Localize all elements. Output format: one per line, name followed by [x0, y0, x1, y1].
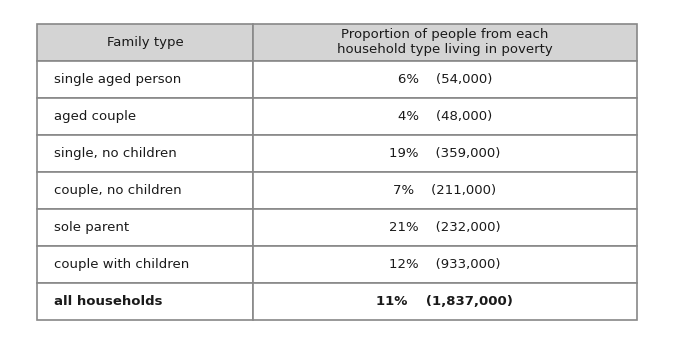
Bar: [37, 24, 253, 61]
Bar: [253, 246, 637, 283]
Bar: [37, 209, 253, 246]
Bar: [253, 98, 637, 135]
Bar: [37, 98, 253, 135]
Bar: [253, 61, 637, 98]
Text: couple, no children: couple, no children: [54, 184, 181, 197]
Text: 12%    (933,000): 12% (933,000): [389, 258, 501, 271]
Bar: [253, 172, 637, 209]
Bar: [37, 283, 253, 320]
Text: 21%    (232,000): 21% (232,000): [389, 221, 501, 234]
Text: sole parent: sole parent: [54, 221, 129, 234]
Text: Family type: Family type: [106, 36, 183, 49]
Text: Proportion of people from each
household type living in poverty: Proportion of people from each household…: [337, 28, 553, 56]
Text: single aged person: single aged person: [54, 73, 181, 86]
Text: 7%    (211,000): 7% (211,000): [393, 184, 497, 197]
Bar: [253, 135, 637, 172]
Text: 19%    (359,000): 19% (359,000): [389, 147, 501, 160]
Text: 11%    (1,837,000): 11% (1,837,000): [376, 295, 514, 308]
Text: 6%    (54,000): 6% (54,000): [398, 73, 492, 86]
Text: couple with children: couple with children: [54, 258, 189, 271]
Bar: [37, 246, 253, 283]
Bar: [37, 61, 253, 98]
Text: single, no children: single, no children: [54, 147, 177, 160]
Bar: [37, 135, 253, 172]
Text: aged couple: aged couple: [54, 110, 136, 123]
Bar: [253, 209, 637, 246]
Text: all households: all households: [54, 295, 162, 308]
Text: 4%    (48,000): 4% (48,000): [398, 110, 492, 123]
Bar: [37, 172, 253, 209]
Bar: [253, 283, 637, 320]
Bar: [253, 24, 637, 61]
